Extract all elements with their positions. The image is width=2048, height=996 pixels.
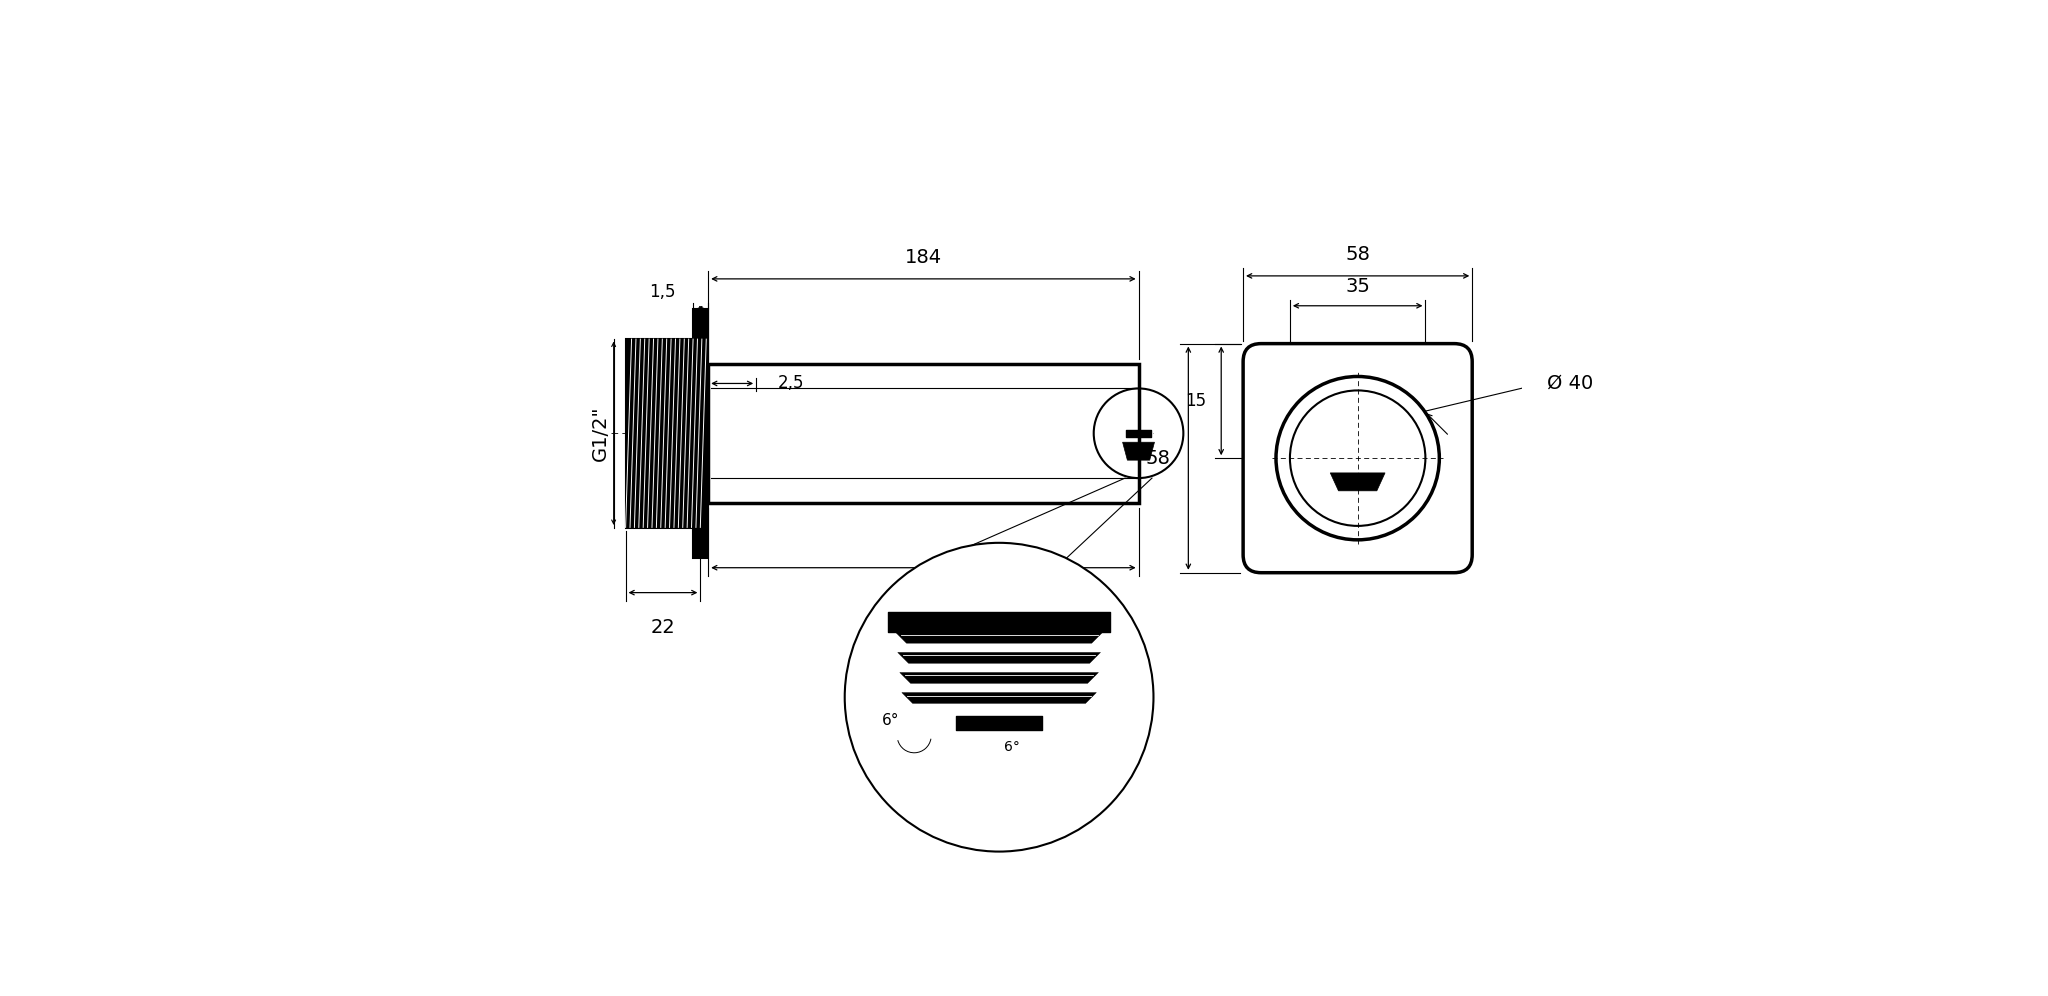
Text: 1,5: 1,5 (649, 283, 676, 301)
Text: 2,5: 2,5 (778, 374, 805, 392)
Text: 22: 22 (651, 618, 676, 636)
Text: 58: 58 (1346, 245, 1370, 264)
Text: 58: 58 (1145, 448, 1169, 468)
Text: 15: 15 (1186, 391, 1206, 410)
Text: 6°: 6° (883, 713, 899, 728)
Bar (709, 364, 1139, 503)
Text: 35: 35 (1346, 277, 1370, 296)
Polygon shape (897, 652, 1100, 663)
Bar (625, 339, 700, 528)
Polygon shape (1122, 442, 1155, 460)
Polygon shape (901, 692, 1096, 703)
Text: 184: 184 (905, 248, 942, 267)
Text: 6°: 6° (1004, 740, 1020, 754)
Text: Ø 40: Ø 40 (1546, 374, 1593, 393)
Text: G1/2": G1/2" (592, 405, 610, 461)
Circle shape (844, 543, 1153, 852)
FancyBboxPatch shape (1243, 344, 1473, 573)
Polygon shape (1331, 473, 1384, 491)
Polygon shape (899, 672, 1098, 683)
Polygon shape (895, 632, 1102, 643)
Bar (694, 309, 709, 558)
Text: 164: 164 (905, 593, 942, 612)
